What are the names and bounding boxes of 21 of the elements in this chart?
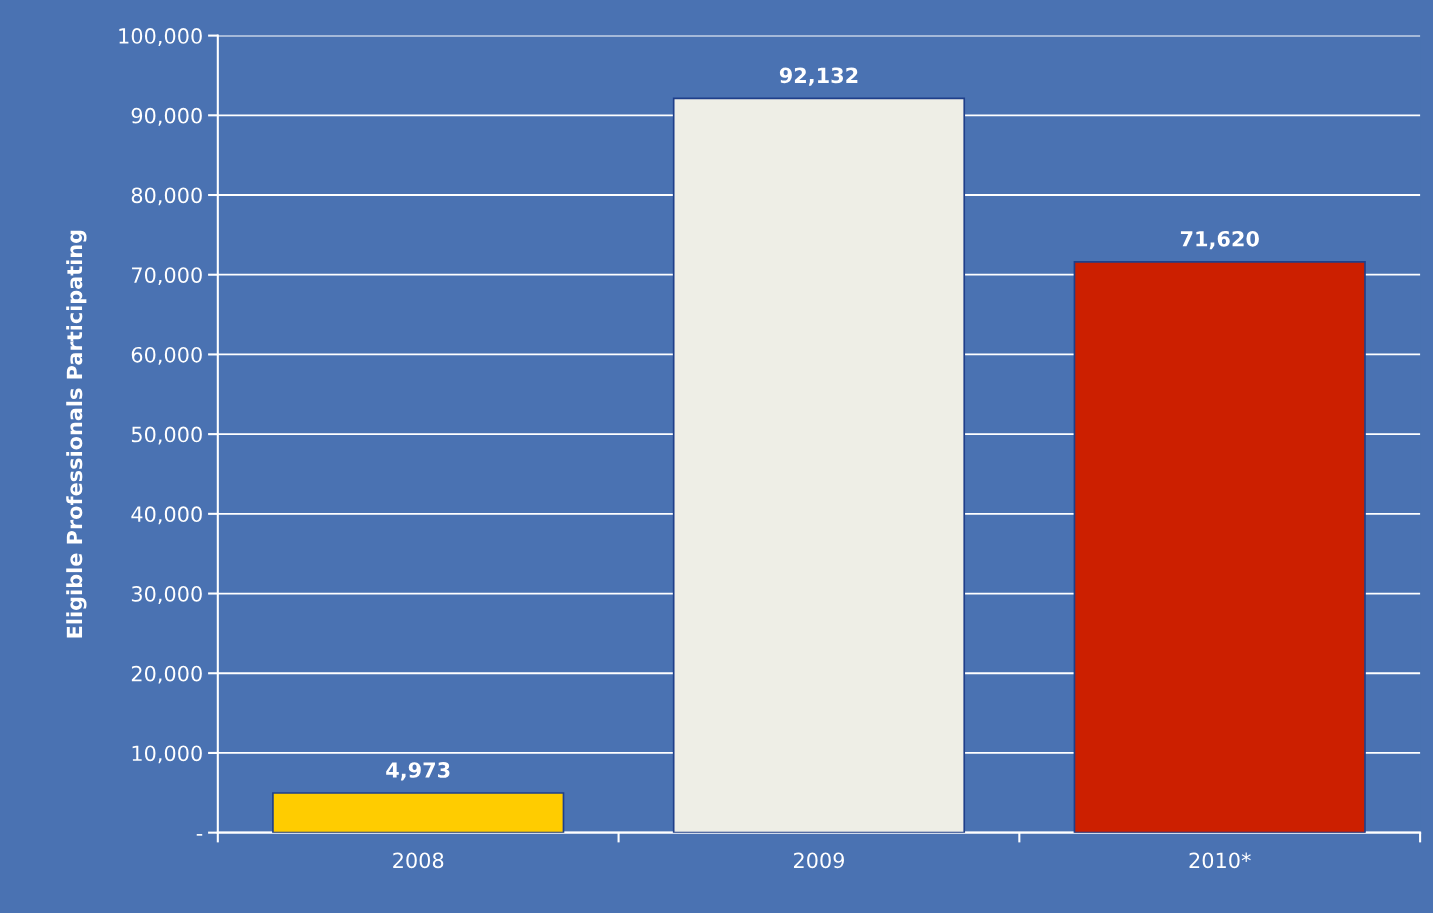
data-label: 92,132 xyxy=(779,67,858,86)
y-tick-label: 90,000 xyxy=(131,107,202,126)
bar xyxy=(672,97,966,833)
data-label: 4,973 xyxy=(386,762,450,781)
y-tick-label: - xyxy=(196,834,203,836)
x-tick-label: 2008 xyxy=(393,852,444,869)
y-axis-title: Eligible Professionals Participating xyxy=(66,230,87,638)
x-tick-label: 2010* xyxy=(1189,852,1251,869)
x-tick-label: 2009 xyxy=(793,852,844,869)
y-tick-label: 60,000 xyxy=(131,346,202,365)
y-tick-label: 80,000 xyxy=(131,187,202,206)
y-tick-label: 30,000 xyxy=(131,585,202,604)
y-tick-label: 100,000 xyxy=(119,28,202,46)
y-tick-label: 20,000 xyxy=(131,665,202,684)
y-tick-label: 50,000 xyxy=(131,426,202,445)
bar xyxy=(1073,260,1366,833)
y-tick-label: 70,000 xyxy=(132,267,202,286)
y-tick-label: 40,000 xyxy=(131,506,202,525)
bar xyxy=(272,792,565,833)
y-tick-label: 10,000 xyxy=(132,745,202,764)
data-label: 71,620 xyxy=(1180,230,1259,250)
